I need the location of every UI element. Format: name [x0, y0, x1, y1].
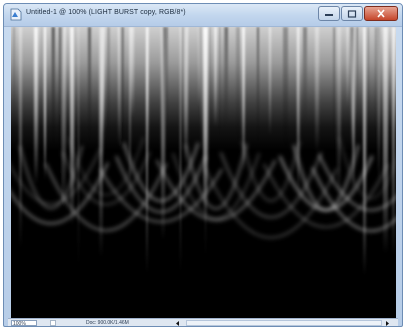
light-streak: [146, 27, 148, 273]
scroll-left-button[interactable]: [174, 320, 180, 326]
minimize-icon: [325, 13, 333, 16]
light-streak: [337, 27, 341, 203]
light-streak: [315, 27, 319, 153]
light-streak: [303, 27, 307, 130]
light-arc: [122, 142, 200, 202]
light-streak: [214, 27, 217, 127]
light-arc: [156, 159, 276, 221]
scroll-right-icon: [385, 320, 389, 326]
light-streak: [347, 27, 348, 107]
light-arc: [318, 154, 396, 211]
light-arc: [172, 152, 260, 219]
horizontal-scrollbar[interactable]: [186, 320, 382, 326]
light-streak: [203, 27, 208, 222]
light-streak: [59, 27, 63, 251]
light-arc: [311, 167, 396, 232]
window-controls: [318, 6, 398, 22]
light-streak: [209, 27, 210, 173]
status-bar: 100% Doc: 900.0K/1.46M: [8, 318, 398, 326]
light-streak: [180, 27, 181, 272]
light-streak: [44, 27, 46, 180]
minimize-button[interactable]: [318, 6, 340, 21]
light-streak: [198, 27, 201, 107]
close-icon: [377, 9, 385, 18]
light-streak: [392, 27, 396, 133]
window-title: Untitled-1 @ 100% (LIGHT BURST copy, RGB…: [26, 9, 186, 16]
light-streak: [78, 27, 79, 266]
image-canvas[interactable]: [11, 27, 396, 318]
title-bar[interactable]: Untitled-1 @ 100% (LIGHT BURST copy, RGB…: [4, 4, 402, 27]
light-streak: [297, 27, 300, 196]
light-arc: [204, 168, 338, 239]
light-arc: [278, 155, 374, 212]
light-streak: [120, 27, 124, 218]
light-streak: [366, 27, 369, 253]
maximize-button[interactable]: [341, 6, 363, 21]
light-streak: [201, 27, 202, 154]
light-burst-image: [11, 27, 396, 318]
light-streak: [257, 27, 259, 168]
light-streak: [283, 27, 288, 210]
light-arc: [263, 163, 389, 228]
light-arc: [11, 148, 101, 205]
light-streak: [225, 27, 228, 128]
scroll-left-icon: [175, 320, 179, 326]
document-size-info: Doc: 900.0K/1.46M: [86, 320, 129, 326]
light-arc: [68, 137, 144, 196]
light-streak: [70, 27, 74, 225]
light-arc: [61, 151, 151, 206]
zoom-level-field[interactable]: 100%: [11, 320, 37, 326]
light-streak: [392, 27, 395, 255]
light-streak: [363, 27, 366, 275]
close-button[interactable]: [364, 6, 398, 21]
light-arc: [185, 144, 247, 210]
light-streak: [163, 27, 168, 137]
photoshop-document-icon: [10, 8, 22, 21]
light-streak: [19, 27, 22, 248]
maximize-icon: [347, 9, 357, 18]
light-streak: [107, 27, 110, 193]
light-arc: [241, 140, 301, 202]
light-arc: [19, 145, 83, 210]
status-options-icon[interactable]: [50, 320, 56, 326]
light-streak: [269, 27, 271, 135]
light-streak: [42, 27, 43, 138]
light-arc: [44, 163, 168, 232]
document-window: Untitled-1 @ 100% (LIGHT BURST copy, RGB…: [3, 3, 403, 327]
light-streak: [118, 27, 120, 146]
light-streak: [333, 27, 336, 181]
light-streak: [130, 27, 134, 117]
light-streak: [74, 27, 75, 213]
light-arc: [99, 168, 223, 223]
light-arc: [219, 152, 323, 219]
light-streak: [88, 27, 91, 160]
light-streak: [62, 27, 66, 207]
scroll-right-button[interactable]: [384, 320, 390, 326]
light-streak: [184, 27, 188, 164]
light-streak: [383, 27, 388, 253]
light-streak: [375, 27, 380, 177]
light-streak: [51, 27, 54, 144]
light-streak: [236, 27, 240, 190]
light-streak: [242, 27, 245, 171]
light-streak: [99, 27, 103, 257]
light-streak: [224, 27, 225, 162]
light-streak: [13, 27, 15, 206]
light-arc: [338, 137, 396, 199]
light-streak: [355, 27, 358, 121]
light-streak: [219, 27, 220, 185]
light-streak: [352, 27, 354, 149]
light-streak: [34, 27, 38, 184]
